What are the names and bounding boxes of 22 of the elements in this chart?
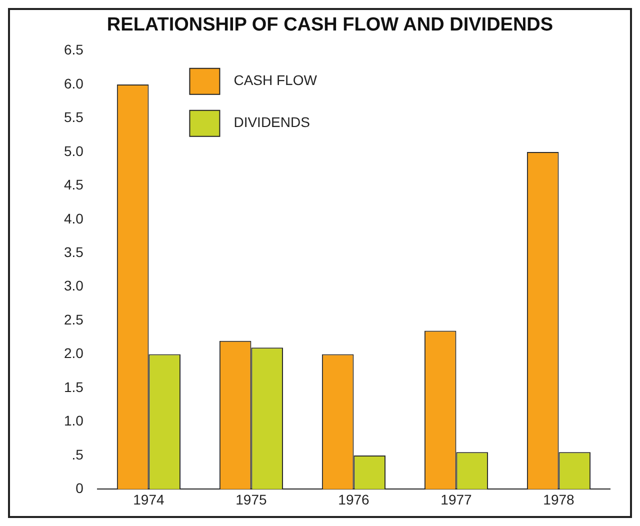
legend-label: DIVIDENDS: [234, 114, 310, 130]
x-tick-label: 1977: [440, 491, 472, 508]
y-tick-label: 3.0: [64, 278, 84, 294]
y-tick-label: 0: [76, 480, 84, 496]
y-tick-label: .5: [72, 446, 84, 462]
y-tick-label: 1.5: [64, 378, 84, 395]
y-tick-label: 6.0: [64, 75, 84, 92]
y-tick-label: 5.0: [64, 142, 84, 159]
x-tick-label: 1976: [338, 491, 370, 508]
x-tick-label: 1978: [543, 491, 575, 508]
legend-label: CASH FLOW: [234, 72, 318, 88]
y-tick-label: 3.5: [64, 244, 84, 260]
chart-title: RELATIONSHIP OF CASH FLOW AND DIVIDENDS: [106, 14, 554, 36]
y-tick-label: 1.0: [64, 412, 84, 429]
y-tick-label: 6.5: [64, 42, 84, 58]
x-tick-label: 1975: [236, 491, 268, 508]
y-tick-label: 2.5: [64, 311, 84, 328]
y-tick-label: 5.5: [64, 109, 84, 126]
y-tick-label: 4.5: [64, 176, 84, 193]
x-tick-label: 1974: [133, 491, 164, 508]
y-tick-label: 2.0: [64, 345, 84, 362]
y-tick-label: 4.0: [64, 210, 84, 226]
